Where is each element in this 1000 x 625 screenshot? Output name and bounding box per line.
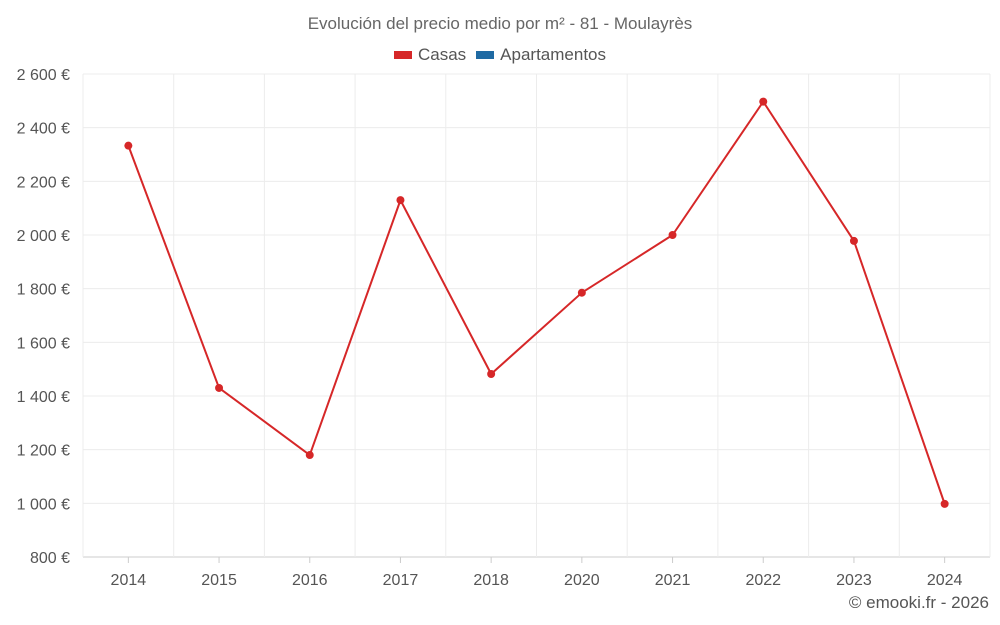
x-tick-label: 2017 [383,572,419,589]
y-tick-label: 1 000 € [17,496,70,513]
x-tick-label: 2024 [927,572,963,589]
x-tick-label: 2014 [111,572,147,589]
legend-swatch-casas [393,51,412,59]
x-tick-label: 2022 [745,572,781,589]
data-point[interactable] [487,369,496,378]
data-point[interactable] [849,236,858,245]
y-tick-label: 2 400 € [17,121,70,138]
legend-label-casas: Casas [417,45,467,64]
y-tick-label: 2 600 € [17,67,70,84]
y-tick-label: 1 400 € [17,389,70,406]
y-tick-label: 1 200 € [17,443,70,460]
data-point[interactable] [759,97,768,106]
data-point[interactable] [577,288,586,297]
y-tick-label: 800 € [30,550,70,567]
data-point[interactable] [396,196,405,205]
legend-item-apartamentos[interactable]: Apartamentos [476,45,606,65]
y-tick-label: 2 200 € [17,174,70,191]
legend-swatch-apartamentos [476,51,495,59]
chart-title: Evolución del precio medio por m² - 81 -… [307,14,693,33]
data-point[interactable] [305,451,314,460]
data-point[interactable] [668,231,677,239]
legend-label-apartamentos: Apartamentos [500,45,607,64]
data-point[interactable] [124,141,133,150]
legend-item-casas[interactable]: Casas [393,45,467,65]
chart-legend: Casas Apartamentos [0,45,1000,65]
x-tick-label: 2015 [201,572,237,589]
credit-text: © emooki.fr - 2026 [848,593,989,612]
y-tick-label: 1 800 € [17,282,70,299]
x-tick-label: 2021 [655,572,691,589]
series-line-casas [127,100,946,505]
y-tick-label: 1 600 € [17,335,70,352]
data-point[interactable] [940,499,949,508]
x-tick-label: 2016 [292,572,328,589]
x-tick-label: 2023 [836,572,872,589]
x-tick-label: 2020 [564,572,600,589]
data-point[interactable] [215,383,224,392]
y-tick-label: 2 000 € [17,228,70,245]
x-tick-label: 2018 [473,572,509,589]
